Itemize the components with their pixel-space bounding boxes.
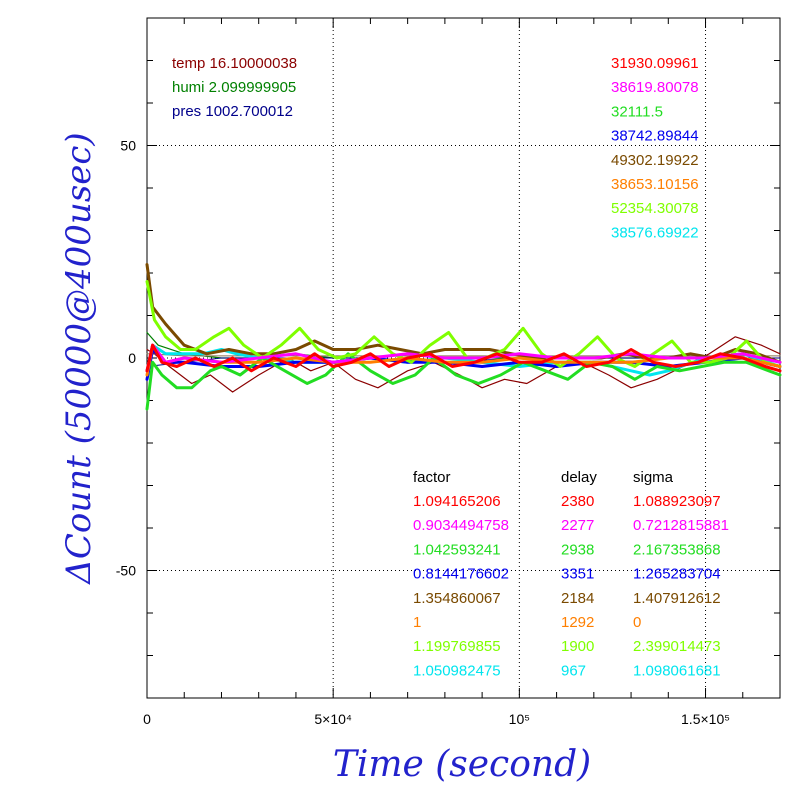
table-cell-delay: 3351 [561, 566, 594, 583]
baseline-value: 52354.30078 [611, 200, 699, 217]
y-tick-labels: -50 0 50 [116, 138, 136, 579]
table-cell-sigma: 1.098061681 [633, 662, 721, 679]
baseline-value: 38619.80078 [611, 79, 699, 96]
table-cell-delay: 2938 [561, 541, 594, 558]
baseline-value: 49302.19922 [611, 152, 699, 169]
table-cell-sigma: 1.088923097 [633, 493, 721, 510]
x-tick-labels: 0 5×10⁴ 10⁵ 1.5×10⁵ [143, 711, 730, 727]
y-tick-label: 50 [120, 138, 136, 154]
series-line-7 [145, 263, 782, 364]
table-cell-delay: 1900 [561, 638, 594, 655]
table-header: delay [561, 469, 597, 486]
table-cell-factor: 0.8144176602 [413, 566, 509, 583]
series-line-3 [146, 353, 781, 357]
y-axis-title: ΔCount (50000@400usec) [59, 132, 99, 585]
table-cell-delay: 2380 [561, 493, 594, 510]
env-label-temp: temp 16.10000038 [172, 55, 297, 72]
table-cell-factor: 1 [413, 614, 421, 631]
baseline-value: 38576.69922 [611, 224, 699, 241]
table-cell-factor: 1.042593241 [413, 541, 501, 558]
table-cell-delay: 2184 [561, 590, 594, 607]
table-cell-sigma: 0.7212815881 [633, 517, 729, 534]
table-cell-sigma: 2.399014473 [633, 638, 721, 655]
baseline-value: 31930.09961 [611, 55, 699, 72]
table-cell-factor: 1.199769855 [413, 638, 501, 655]
table-header: sigma [633, 469, 674, 486]
table-cell-delay: 967 [561, 662, 586, 679]
table-cell-sigma: 1.407912612 [633, 590, 721, 607]
x-tick-label: 10⁵ [509, 711, 530, 727]
table-cell-sigma: 0 [633, 614, 641, 631]
x-tick-label: 0 [143, 711, 151, 727]
table-cell-sigma: 1.265283704 [633, 566, 721, 583]
baseline-value: 32111.5 [611, 103, 663, 120]
table-cell-delay: 1292 [561, 614, 594, 631]
env-label-humi: humi 2.099999905 [172, 79, 296, 96]
env-labels: temp 16.10000038 humi 2.099999905 pres 1… [172, 55, 297, 120]
table-cell-factor: 1.050982475 [413, 662, 501, 679]
baseline-labels: 31930.09961 38619.80078 32111.5 38742.89844… [611, 55, 699, 241]
table-cell-delay: 2277 [561, 517, 594, 534]
table-cell-factor: 0.9034494758 [413, 517, 509, 534]
table-header: factor [413, 469, 451, 486]
baseline-value: 38653.10156 [611, 176, 699, 193]
series-layer [145, 263, 782, 411]
table-cell-sigma: 2.167353868 [633, 541, 721, 558]
series-line-11 [145, 343, 782, 373]
env-label-pres: pres 1002.700012 [172, 103, 293, 120]
x-axis-title: Time (second) [333, 744, 591, 785]
y-tick-label: -50 [116, 563, 136, 579]
param-table: factor delay sigma 1.094165206 2380 1.0889230… [413, 469, 729, 679]
table-cell-factor: 1.354860067 [413, 590, 501, 607]
series-line-8 [145, 280, 782, 368]
table-cell-factor: 1.094165206 [413, 493, 501, 510]
x-tick-label: 5×10⁴ [314, 711, 352, 727]
x-tick-label: 1.5×10⁵ [681, 711, 730, 727]
baseline-value: 38742.89844 [611, 128, 699, 145]
series-line-5 [145, 348, 782, 381]
y-tick-label: 0 [128, 350, 136, 366]
